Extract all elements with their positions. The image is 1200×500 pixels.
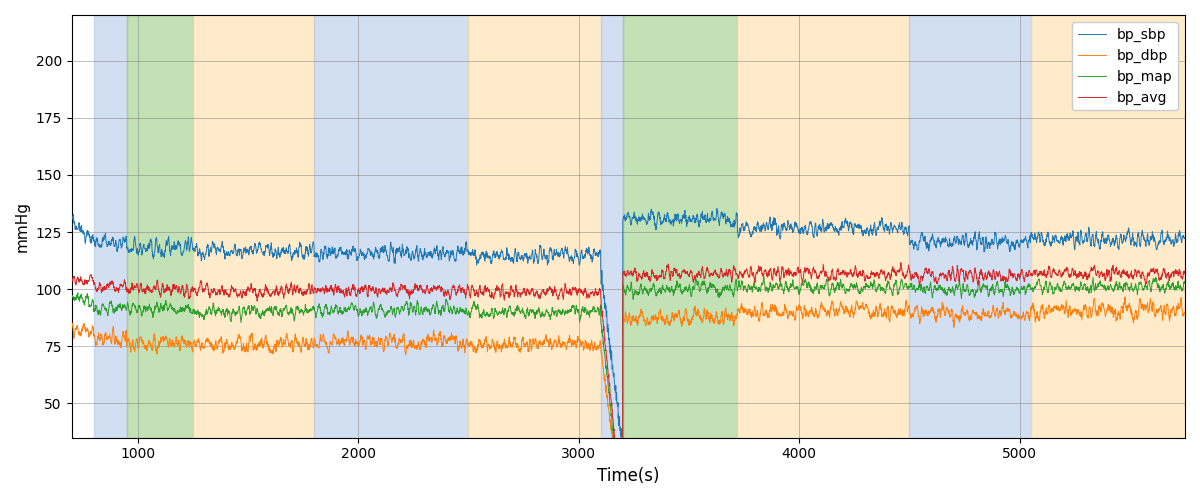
bp_avg (190, 290, 204, 296)
Bar (193, 15, 314, 438)
bp_dbp (65, 325, 79, 331)
bp_avg (763, 266, 778, 272)
Bar (623, 15, 738, 438)
bp_avg (247, 286, 262, 292)
bp_sbp (900, 232, 914, 237)
Bar (738, 15, 910, 438)
bp_map (431, 304, 445, 310)
bp_avg (1177, 270, 1192, 276)
Bar (94, 15, 127, 438)
bp_sbp (763, 224, 778, 230)
bp_map (65, 295, 79, 301)
bp_dbp (900, 308, 914, 314)
bp_dbp (431, 340, 445, 345)
Legend: bp_sbp, bp_dbp, bp_map, bp_avg: bp_sbp, bp_dbp, bp_map, bp_avg (1073, 22, 1178, 110)
bp_map (1177, 278, 1192, 284)
bp_avg (1081, 271, 1096, 277)
bp_sbp (190, 243, 204, 249)
Bar (127, 15, 193, 438)
Bar (1031, 15, 1184, 438)
bp_avg (65, 276, 79, 282)
bp_dbp (763, 302, 778, 308)
Line: bp_dbp: bp_dbp (72, 297, 1184, 500)
Line: bp_sbp: bp_sbp (72, 208, 1184, 450)
bp_map (763, 282, 778, 288)
Line: bp_map: bp_map (72, 276, 1184, 500)
bp_avg (894, 260, 908, 266)
bp_dbp (1081, 315, 1096, 321)
bp_map (190, 310, 204, 316)
Line: bp_avg: bp_avg (72, 262, 1184, 500)
bp_dbp (1177, 310, 1192, 316)
Bar (910, 15, 1031, 438)
bp_dbp (1118, 294, 1133, 300)
bp_map (757, 274, 772, 280)
bp_dbp (247, 342, 262, 347)
bp_map (900, 284, 914, 290)
bp_avg (900, 269, 914, 275)
Bar (314, 15, 468, 438)
bp_sbp (614, 448, 629, 454)
bp_sbp (1177, 236, 1192, 242)
bp_sbp (1081, 227, 1096, 233)
bp_sbp (247, 240, 262, 246)
X-axis label: Time(s): Time(s) (598, 467, 660, 485)
bp_map (1081, 287, 1096, 293)
bp_sbp (431, 247, 445, 253)
bp_sbp (709, 206, 724, 212)
Y-axis label: mmHg: mmHg (16, 201, 30, 252)
Bar (468, 15, 601, 438)
bp_map (247, 304, 262, 310)
bp_avg (431, 285, 445, 291)
bp_dbp (190, 344, 204, 349)
Bar (601, 15, 623, 438)
bp_sbp (65, 218, 79, 224)
